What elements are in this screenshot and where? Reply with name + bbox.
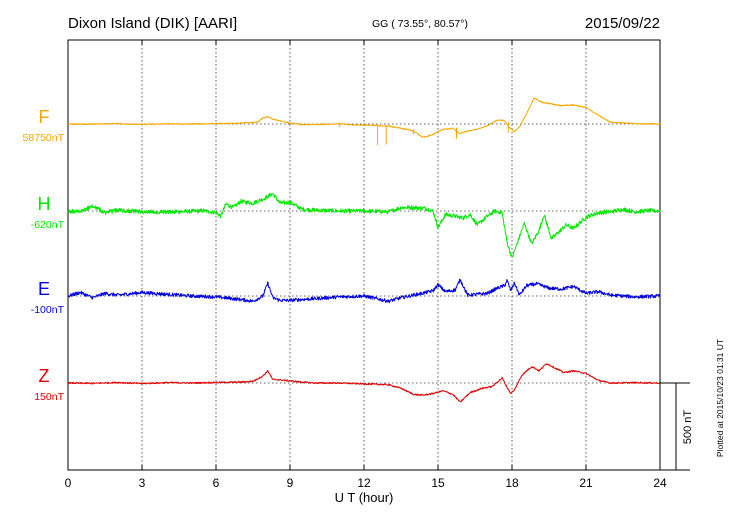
x-tick-label: 3 xyxy=(139,476,146,490)
series-z-baseline-label: 150nT xyxy=(34,391,64,403)
grid-lines xyxy=(141,40,587,470)
x-tick-label: 9 xyxy=(287,476,294,490)
series-f-name: F xyxy=(39,107,50,127)
station-title: Dixon Island (DIK) [AARI] xyxy=(68,15,237,32)
series-e-name: E xyxy=(38,279,50,299)
series-f-baseline-label: 58750nT xyxy=(23,132,65,144)
series-e-line xyxy=(67,278,661,304)
x-tick-label: 24 xyxy=(653,476,667,490)
scale-bar-label: 500 nT xyxy=(682,410,694,445)
x-axis-label: U T (hour) xyxy=(335,490,394,505)
series-h-baseline-label: -620nT xyxy=(31,219,65,231)
x-tick-label: 12 xyxy=(357,476,371,490)
series-z-name: Z xyxy=(39,366,50,386)
series-z-line xyxy=(67,363,661,403)
x-axis-ticks: 0 3 6 9 12 15 18 21 24 xyxy=(65,40,667,490)
x-tick-label: 18 xyxy=(505,476,519,490)
channel-labels: F 58750nT H -620nT E -100nT Z 150nT xyxy=(23,107,65,403)
series-h-name: H xyxy=(38,194,51,214)
plotted-timestamp: Plotted at 2015/10/23 01:31 UT xyxy=(715,339,725,457)
station-coordinates: GG ( 73.55°, 80.57°) xyxy=(372,18,468,30)
x-tick-label: 21 xyxy=(579,476,593,490)
series-h-line xyxy=(67,192,661,258)
series-e-baseline-label: -100nT xyxy=(31,304,65,316)
x-tick-label: 6 xyxy=(213,476,220,490)
series-f-line xyxy=(67,97,661,138)
series-layer xyxy=(67,97,661,403)
scale-bar: 500 nT xyxy=(660,382,694,471)
x-tick-label: 15 xyxy=(431,476,445,490)
plot-date: 2015/09/22 xyxy=(585,15,660,32)
x-tick-label: 0 xyxy=(65,476,72,490)
